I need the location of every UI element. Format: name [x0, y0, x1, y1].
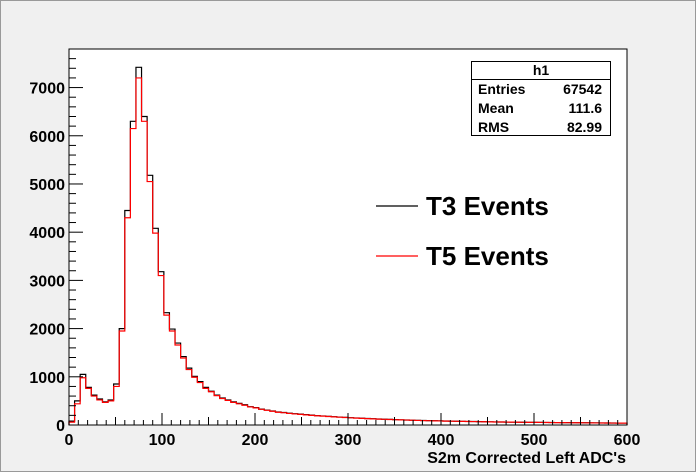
y-tick-label: 7000	[29, 81, 65, 98]
legend-label-t5-events: T5 Events	[426, 241, 549, 271]
stats-title: h1	[472, 62, 610, 80]
x-tick-label: 0	[65, 432, 74, 449]
y-tick-label: 1000	[29, 370, 65, 387]
stats-label: Entries	[478, 81, 526, 97]
x-tick-label: 300	[335, 432, 362, 449]
x-tick-label: 100	[149, 432, 176, 449]
y-tick-label: 2000	[29, 322, 65, 339]
stats-label: RMS	[478, 119, 510, 135]
x-tick-label: 500	[521, 432, 548, 449]
x-tick-label: 600	[614, 432, 641, 449]
x-axis-title: S2m Corrected Left ADC's	[427, 450, 626, 467]
stats-value: 67542	[563, 81, 602, 97]
stats-row-entries: Entries 67542	[472, 80, 610, 99]
stats-label: Mean	[478, 100, 514, 116]
y-tick-label: 0	[56, 418, 65, 435]
stats-value: 82.99	[566, 119, 602, 135]
y-tick-label: 3000	[29, 273, 65, 290]
legend-label-t3-events: T3 Events	[426, 191, 549, 221]
stats-row-mean: Mean 111.6	[472, 99, 610, 118]
y-tick-label: 4000	[29, 225, 65, 242]
legend: T3 Events T5 Events	[376, 191, 549, 271]
axes-layer: 0 100 200 300 400 500 600010002000300040005000…	[29, 48, 641, 449]
x-tick-label: 400	[428, 432, 455, 449]
x-tick-label: 200	[242, 432, 269, 449]
stats-box: h1 Entries 67542 Mean 111.6 RMS 82.99	[471, 61, 611, 136]
stats-row-rms: RMS 82.99	[472, 118, 610, 137]
stats-value: 111.6	[568, 100, 603, 116]
y-tick-label: 5000	[29, 177, 65, 194]
y-tick-label: 6000	[29, 129, 65, 146]
